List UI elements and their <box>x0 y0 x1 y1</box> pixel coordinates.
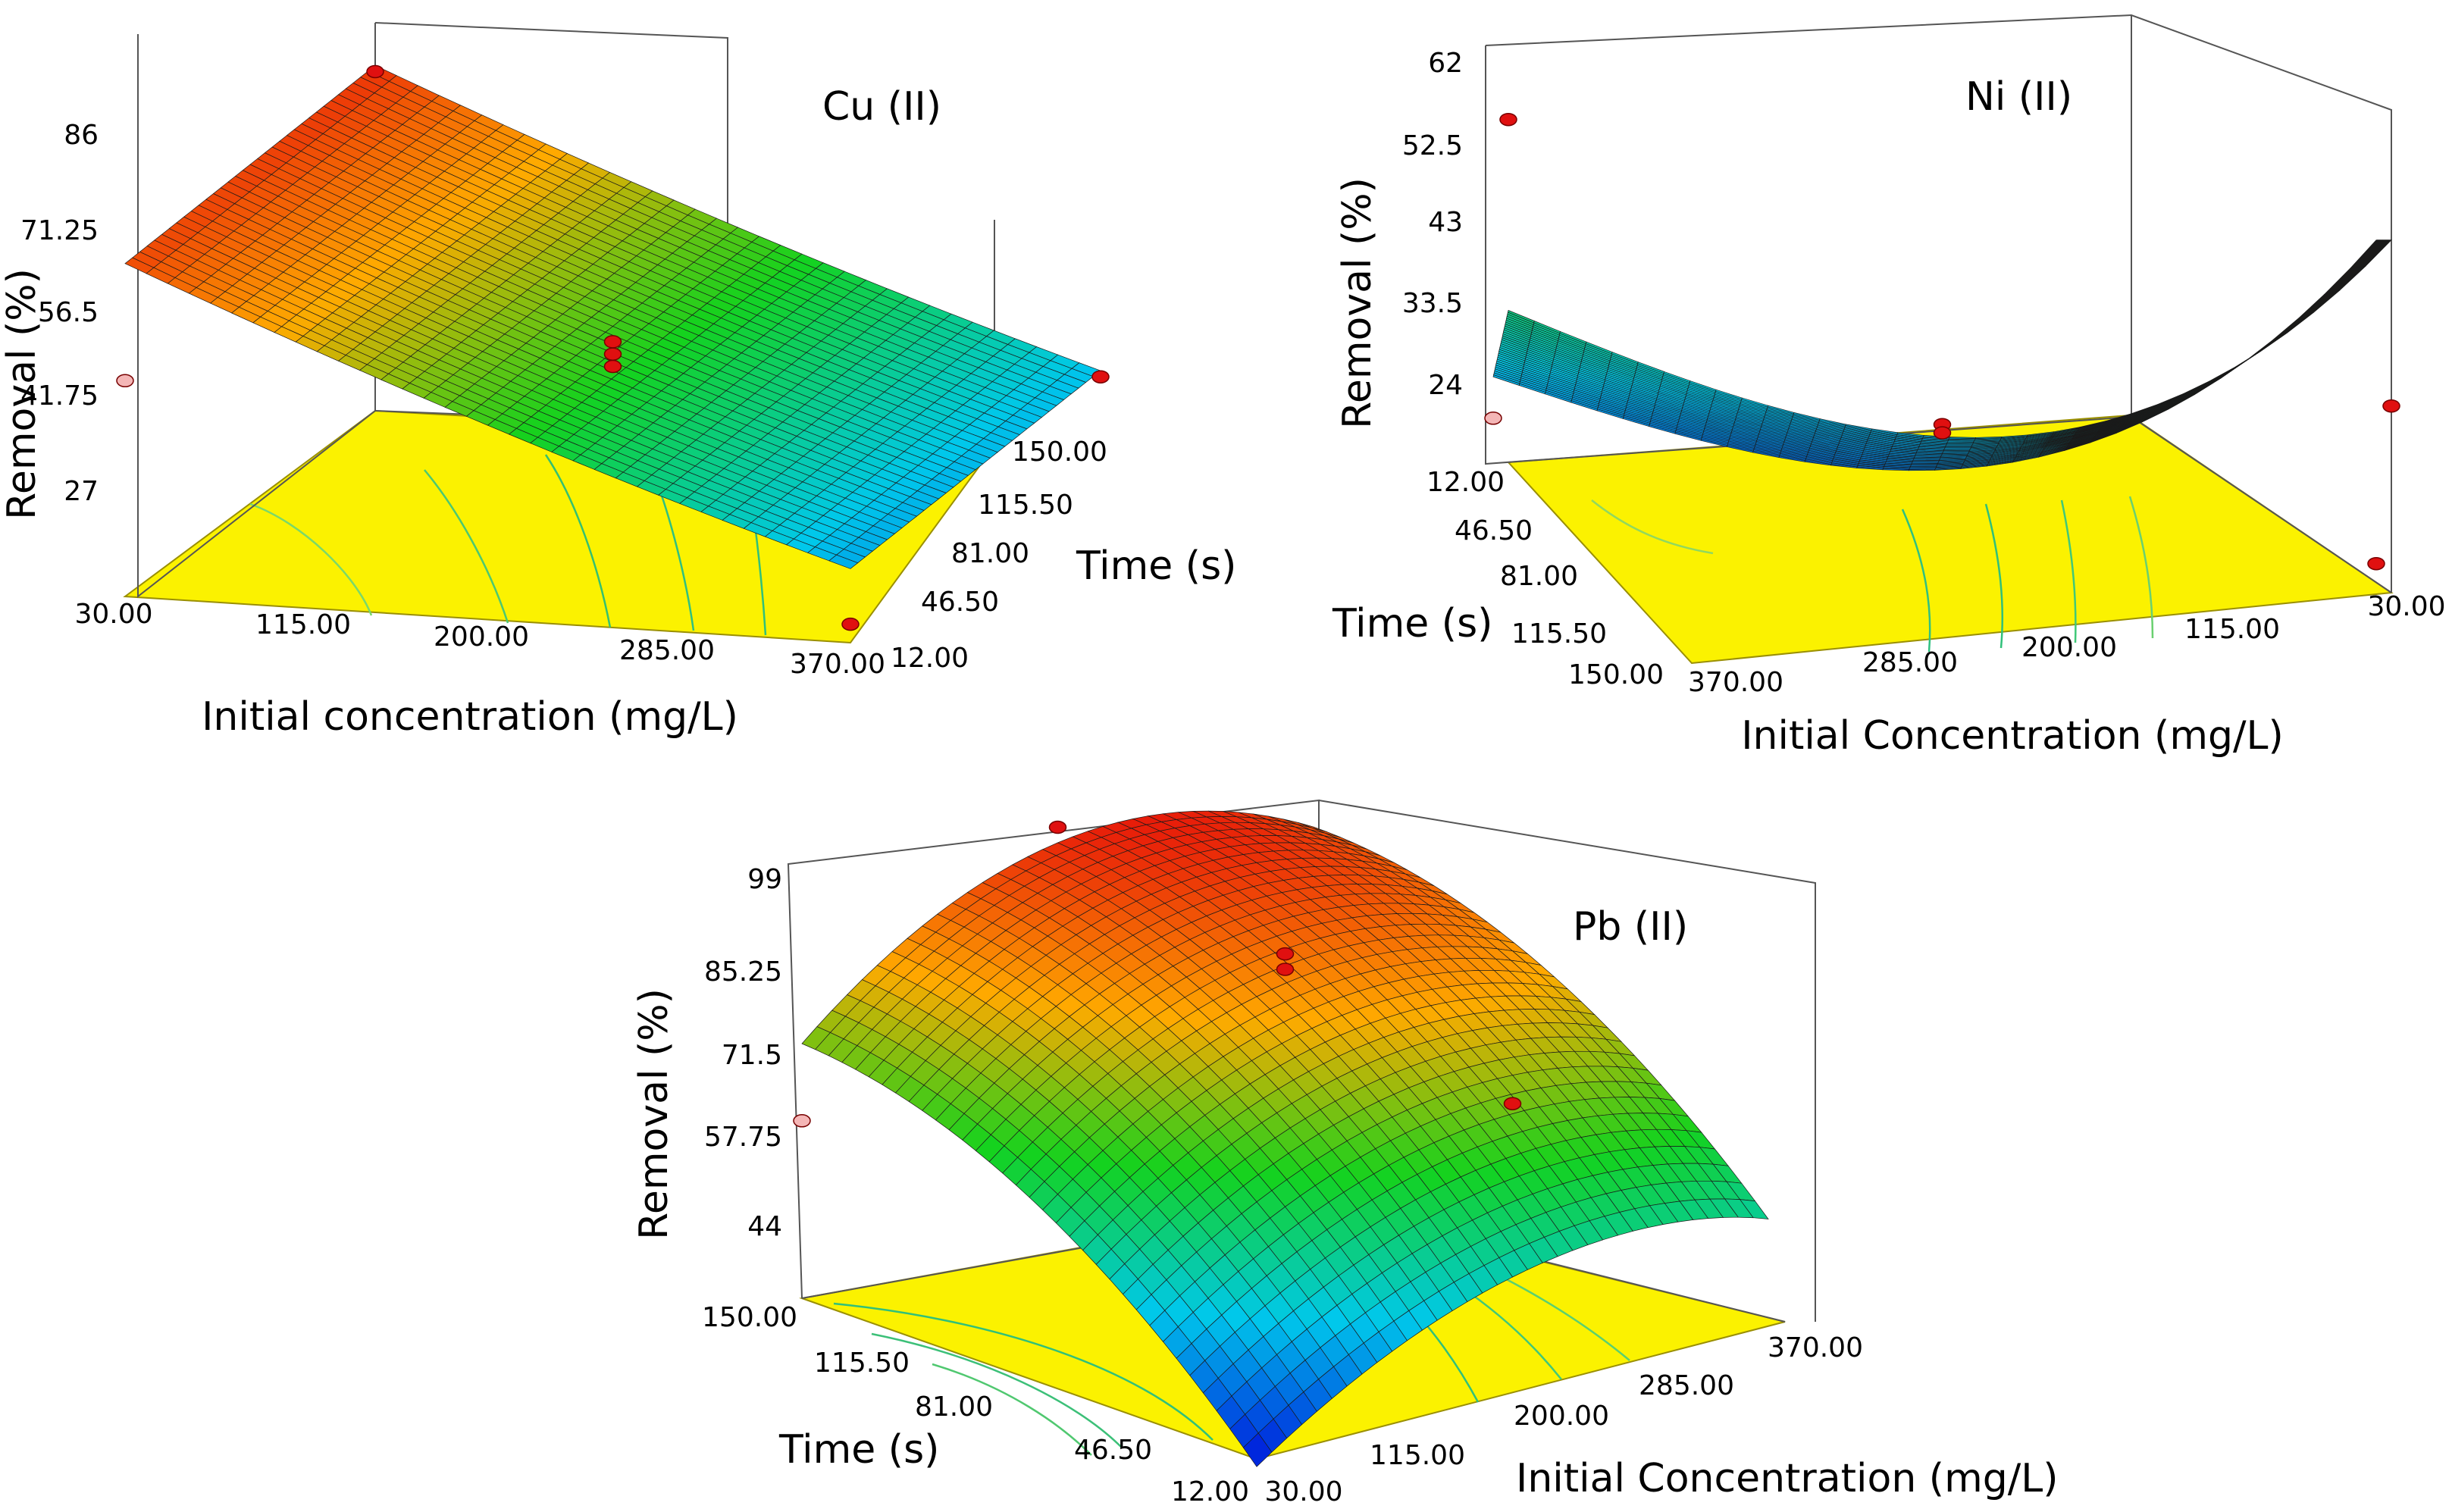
cu-z-tick: 27 <box>64 476 99 507</box>
cu-x-tick: 370.00 <box>790 649 885 680</box>
pb-z-tick: 71.5 <box>722 1040 782 1071</box>
ni-z-tick: 62 <box>1428 48 1463 79</box>
cu-design-point <box>603 347 622 361</box>
pb-design-point <box>793 1114 811 1128</box>
cu-y-tick: 150.00 <box>1012 437 1107 468</box>
cu-y-tick: 115.50 <box>978 490 1073 521</box>
ni-surface-cell <box>2209 366 2236 382</box>
ni-surface <box>1484 112 2400 571</box>
pb-y-tick: 115.50 <box>814 1348 910 1379</box>
pb-x-tick: 285.00 <box>1639 1370 1734 1401</box>
pb-y-tick: 150.00 <box>702 1302 797 1333</box>
pb-y-tick: 46.50 <box>1074 1435 1152 1466</box>
ni-design-point <box>1933 426 1952 440</box>
ni-floor <box>1506 414 2394 665</box>
pb-x-axis-label: Initial Concentration (mg/L) <box>1516 1456 2059 1501</box>
cu-z-axis-label: Removal (%) <box>0 268 45 520</box>
cu-surface <box>116 64 1110 631</box>
pb-design-point <box>1276 963 1295 976</box>
cu-z-tick: 41.75 <box>20 380 99 412</box>
cu-design-point <box>116 374 134 388</box>
ni-design-point <box>1484 412 1502 425</box>
ni-x-ticks: 370.00 285.00 200.00 115.00 30.00 <box>1688 591 2446 698</box>
cu-z-tick: 56.5 <box>38 297 99 328</box>
pb-y-tick: 12.00 <box>1171 1476 1249 1507</box>
cu-x-tick: 200.00 <box>434 621 529 653</box>
cu-y-axis-label: Time (s) <box>1076 543 1236 589</box>
ni-x-tick: 30.00 <box>2367 591 2445 622</box>
cu-title: Cu (II) <box>822 84 941 130</box>
cu-y-ticks: 150.00 115.50 81.00 46.50 12.00 <box>891 437 1107 674</box>
ni-surface-cell <box>2287 312 2314 333</box>
ni-design-point <box>2382 399 2400 413</box>
ni-z-ticks: 62 52.5 43 33.5 24 <box>1402 48 1463 401</box>
pb-surface <box>793 810 1769 1467</box>
ni-y-tick: 81.00 <box>1500 561 1578 592</box>
plot-cu: Cu (II) Removal (%) Initial concentratio… <box>0 22 1236 740</box>
ni-surface-cell <box>2260 332 2288 352</box>
pb-z-tick: 57.75 <box>704 1122 782 1153</box>
pb-title: Pb (II) <box>1573 904 1688 950</box>
ni-x-tick: 115.00 <box>2184 614 2280 645</box>
pb-x-tick: 115.00 <box>1370 1440 1465 1471</box>
ni-design-point <box>1499 112 1517 127</box>
ni-surface-cell <box>1949 437 1977 439</box>
pb-z-tick: 99 <box>747 864 782 895</box>
cu-design-point <box>603 335 622 349</box>
pb-x-ticks: 30.00 115.00 200.00 285.00 370.00 <box>1264 1332 1863 1507</box>
cu-z-ticks: 86 71.25 56.5 41.75 27 <box>20 120 99 507</box>
ni-y-tick: 46.50 <box>1455 515 1533 546</box>
cu-design-point <box>841 617 860 631</box>
ni-surface-cell <box>2234 350 2262 368</box>
ni-y-tick: 150.00 <box>1568 659 1664 690</box>
cu-x-tick: 115.00 <box>255 609 351 640</box>
cu-y-tick: 12.00 <box>891 643 969 674</box>
pb-x-tick: 200.00 <box>1514 1401 1609 1432</box>
ni-y-tick: 12.00 <box>1426 467 1505 498</box>
ni-design-point <box>2367 556 2385 571</box>
pb-x-tick: 370.00 <box>1768 1332 1863 1363</box>
ni-y-ticks: 12.00 46.50 81.00 115.50 150.00 <box>1426 467 1664 690</box>
ni-z-tick: 24 <box>1428 370 1463 401</box>
cu-x-axis-label: Initial concentration (mg/L) <box>202 694 738 740</box>
cu-y-tick: 81.00 <box>951 538 1029 569</box>
pb-design-point <box>1503 1097 1522 1110</box>
ni-z-tick: 33.5 <box>1402 288 1463 319</box>
pb-z-tick: 44 <box>747 1211 782 1242</box>
pb-y-axis-label: Time (s) <box>778 1427 939 1473</box>
cu-x-tick: 30.00 <box>74 599 152 630</box>
cu-surface-cell <box>828 554 859 569</box>
cu-z-tick: 71.25 <box>20 215 99 246</box>
ni-z-tick: 43 <box>1428 207 1463 238</box>
pb-design-point <box>1048 820 1067 834</box>
ni-y-tick: 115.50 <box>1511 618 1607 650</box>
cu-design-point <box>603 359 622 374</box>
pb-z-ticks: 99 85.25 71.5 57.75 44 <box>704 864 782 1242</box>
pb-x-tick: 30.00 <box>1264 1476 1342 1507</box>
ni-x-axis-label: Initial Concentration (mg/L) <box>1741 713 2284 759</box>
plot-pb: Pb (II) Removal (%) Initial Concentratio… <box>631 799 2059 1507</box>
pb-y-tick: 81.00 <box>915 1391 993 1423</box>
cu-y-tick: 46.50 <box>921 587 999 618</box>
ni-x-tick: 370.00 <box>1688 667 1783 698</box>
pb-design-point <box>1276 947 1295 961</box>
pb-z-tick: 85.25 <box>704 956 782 988</box>
cu-x-tick: 285.00 <box>619 635 715 666</box>
plot-ni: Ni (II) Removal (%) Initial Concentratio… <box>1332 14 2446 759</box>
cu-x-ticks: 30.00 115.00 200.00 285.00 370.00 <box>74 599 885 680</box>
ni-x-tick: 200.00 <box>2021 632 2117 663</box>
cu-design-point <box>366 64 384 79</box>
pb-z-axis-label: Removal (%) <box>631 988 677 1240</box>
ni-x-tick: 285.00 <box>1862 647 1958 678</box>
ni-surface-cell <box>2364 239 2392 268</box>
pb-y-ticks: 150.00 115.50 81.00 46.50 12.00 <box>702 1302 1249 1507</box>
ni-y-axis-label: Time (s) <box>1332 601 1492 646</box>
cu-design-point <box>1091 370 1110 383</box>
ni-title: Ni (II) <box>1965 74 2072 120</box>
ni-z-axis-label: Removal (%) <box>1335 177 1380 429</box>
pb-surface-cell <box>1242 1432 1273 1467</box>
ni-z-tick: 52.5 <box>1402 130 1463 161</box>
cu-z-tick: 86 <box>64 120 99 151</box>
